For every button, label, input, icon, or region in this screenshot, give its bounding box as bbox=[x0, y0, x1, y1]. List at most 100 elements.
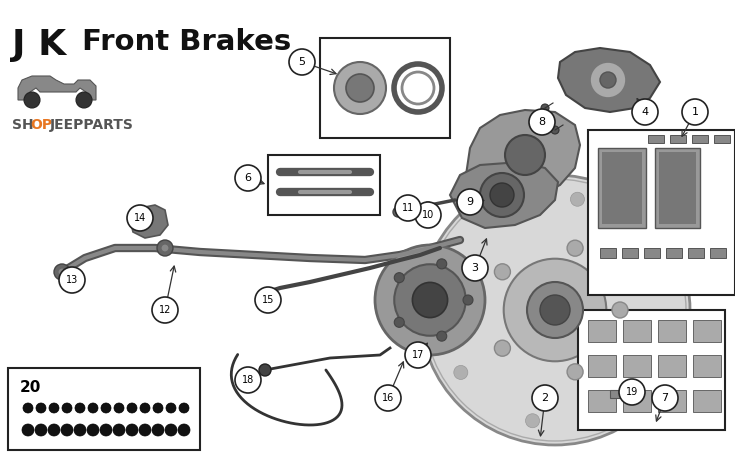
Circle shape bbox=[166, 403, 176, 413]
Circle shape bbox=[100, 424, 112, 436]
Bar bbox=[658, 320, 686, 342]
Circle shape bbox=[101, 403, 111, 413]
Circle shape bbox=[375, 385, 401, 411]
Circle shape bbox=[540, 295, 570, 325]
Circle shape bbox=[76, 92, 92, 108]
Circle shape bbox=[395, 195, 421, 221]
Circle shape bbox=[255, 287, 281, 313]
Circle shape bbox=[632, 99, 658, 125]
Circle shape bbox=[526, 414, 539, 428]
Circle shape bbox=[126, 424, 138, 436]
Circle shape bbox=[140, 403, 150, 413]
Polygon shape bbox=[130, 205, 168, 238]
Bar bbox=[268, 155, 380, 215]
Circle shape bbox=[612, 302, 628, 318]
Circle shape bbox=[437, 259, 447, 269]
Circle shape bbox=[495, 264, 510, 280]
Bar bbox=[693, 355, 721, 377]
Bar bbox=[623, 355, 651, 377]
Text: 9: 9 bbox=[467, 197, 473, 207]
Circle shape bbox=[423, 202, 433, 212]
Circle shape bbox=[161, 244, 169, 252]
Polygon shape bbox=[450, 162, 558, 228]
Bar bbox=[320, 38, 450, 138]
Bar bbox=[644, 248, 660, 258]
Circle shape bbox=[505, 135, 545, 175]
Circle shape bbox=[659, 325, 673, 340]
Circle shape bbox=[405, 342, 431, 368]
Circle shape bbox=[127, 403, 137, 413]
Circle shape bbox=[289, 49, 315, 75]
Text: 14: 14 bbox=[134, 213, 146, 223]
Text: 6: 6 bbox=[245, 173, 251, 183]
Circle shape bbox=[527, 282, 583, 338]
Circle shape bbox=[346, 74, 374, 102]
Circle shape bbox=[503, 259, 606, 361]
Circle shape bbox=[22, 424, 34, 436]
Polygon shape bbox=[18, 76, 96, 100]
Circle shape bbox=[394, 317, 404, 328]
Circle shape bbox=[486, 209, 500, 223]
Circle shape bbox=[420, 175, 690, 445]
Text: 1: 1 bbox=[692, 107, 698, 117]
Circle shape bbox=[415, 202, 441, 228]
Circle shape bbox=[590, 62, 626, 98]
Text: 12: 12 bbox=[159, 305, 171, 315]
Circle shape bbox=[529, 109, 555, 135]
Text: SH: SH bbox=[12, 118, 34, 132]
Circle shape bbox=[652, 385, 678, 411]
Circle shape bbox=[74, 424, 86, 436]
Circle shape bbox=[334, 62, 386, 114]
Bar bbox=[623, 390, 651, 412]
Bar bbox=[588, 355, 616, 377]
Bar bbox=[610, 390, 630, 398]
Circle shape bbox=[642, 241, 656, 255]
Bar bbox=[602, 152, 642, 224]
Bar bbox=[588, 130, 735, 295]
Text: 16: 16 bbox=[382, 393, 394, 403]
Bar bbox=[666, 248, 682, 258]
Circle shape bbox=[54, 264, 70, 280]
Circle shape bbox=[394, 264, 466, 336]
Circle shape bbox=[567, 364, 583, 380]
Circle shape bbox=[35, 424, 47, 436]
Bar bbox=[688, 248, 704, 258]
Text: 4: 4 bbox=[642, 107, 648, 117]
Text: 11: 11 bbox=[402, 203, 414, 213]
Circle shape bbox=[600, 72, 616, 88]
Text: 19: 19 bbox=[626, 387, 638, 397]
Circle shape bbox=[480, 173, 524, 217]
Text: 10: 10 bbox=[422, 210, 434, 220]
Text: 17: 17 bbox=[412, 350, 424, 360]
Bar bbox=[692, 135, 708, 143]
Bar bbox=[623, 320, 651, 342]
Bar bbox=[578, 310, 725, 430]
Circle shape bbox=[394, 273, 404, 283]
Circle shape bbox=[495, 340, 510, 356]
Bar bbox=[598, 148, 646, 228]
Circle shape bbox=[127, 205, 153, 231]
Circle shape bbox=[541, 104, 549, 112]
Text: 18: 18 bbox=[242, 375, 254, 385]
Circle shape bbox=[567, 240, 583, 256]
Circle shape bbox=[23, 403, 33, 413]
Circle shape bbox=[462, 255, 488, 281]
Bar bbox=[658, 390, 686, 412]
Bar bbox=[670, 135, 686, 143]
Text: 7: 7 bbox=[662, 393, 669, 403]
Bar bbox=[714, 135, 730, 143]
Bar bbox=[655, 148, 700, 228]
Text: 13: 13 bbox=[66, 275, 78, 285]
Text: OP: OP bbox=[30, 118, 52, 132]
Circle shape bbox=[24, 92, 40, 108]
Bar bbox=[693, 390, 721, 412]
Circle shape bbox=[453, 365, 467, 379]
Circle shape bbox=[393, 207, 403, 217]
Circle shape bbox=[570, 192, 584, 206]
Text: 5: 5 bbox=[298, 57, 306, 67]
Text: 2: 2 bbox=[542, 393, 548, 403]
Circle shape bbox=[152, 297, 178, 323]
Circle shape bbox=[88, 403, 98, 413]
Bar bbox=[710, 248, 726, 258]
Circle shape bbox=[259, 364, 271, 376]
